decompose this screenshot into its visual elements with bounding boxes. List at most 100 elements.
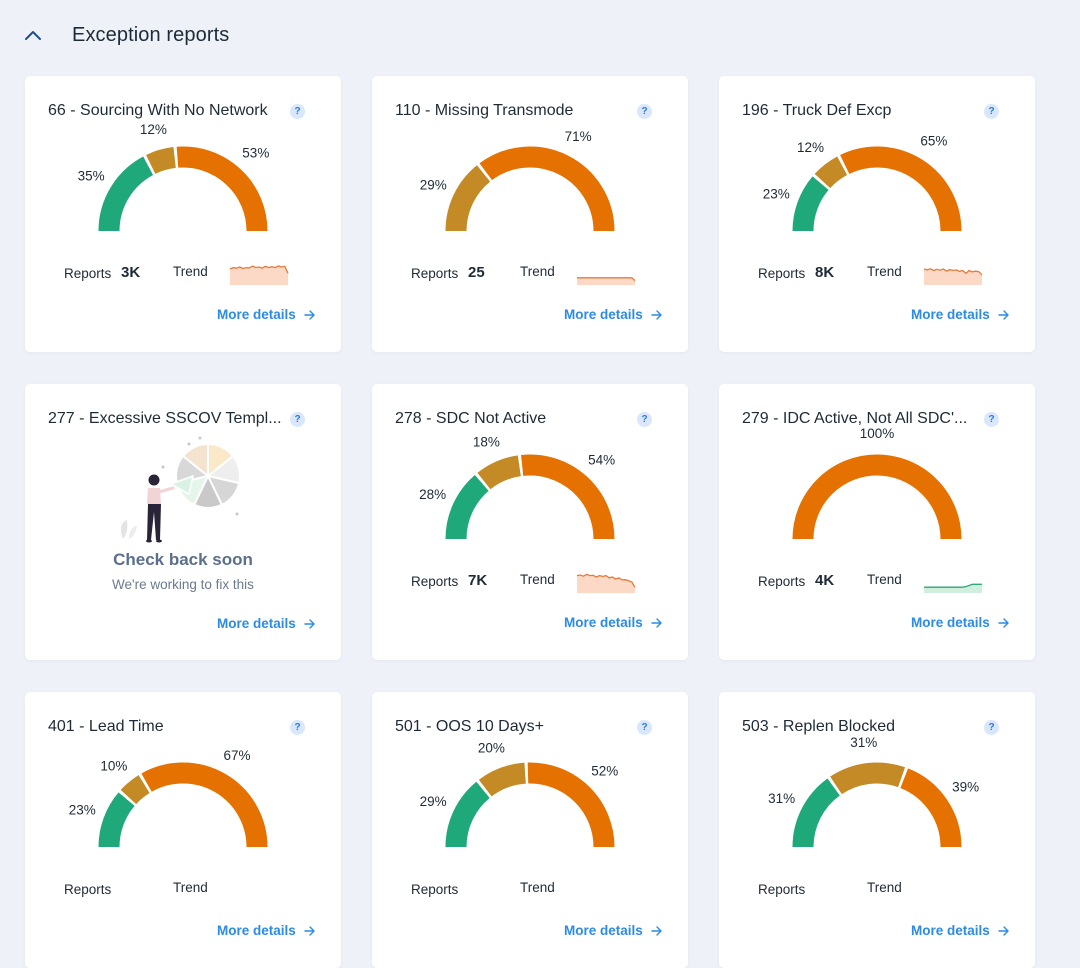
more-details-label: More details (217, 616, 296, 631)
reports-label: Reports (758, 266, 805, 281)
gauge-segment (803, 183, 821, 231)
gauge-segment (151, 157, 175, 164)
gauge-segment-label: 12% (140, 122, 167, 137)
empty-state-illustration (25, 384, 341, 544)
gauge-segment-label: 52% (591, 763, 618, 778)
exception-card: 110 - Missing Transmode? 29% 71% Reports 25 T… (372, 76, 688, 352)
more-details-link[interactable]: More details (217, 923, 316, 938)
reports-count: 4K (815, 572, 834, 589)
gauge-segment-label: 71% (565, 129, 592, 144)
reports-count: 7K (468, 572, 487, 589)
exception-card: 503 - Replen Blocked? 31% 31% 39% Reports Tre… (719, 692, 1035, 968)
gauge-segment-label: 23% (763, 187, 790, 202)
gauge-segment-label: 10% (100, 758, 127, 773)
arrow-right-icon (651, 926, 663, 936)
gauge-segment (803, 465, 951, 539)
gauge-segment-label: 53% (242, 146, 269, 161)
empty-state-title: Check back soon (25, 550, 341, 570)
gauge-chart: 100% (719, 384, 1035, 564)
trend-sparkline (229, 256, 289, 286)
more-details-label: More details (217, 923, 296, 938)
gauge-segment-label: 31% (850, 735, 877, 750)
gauge-segment (128, 784, 144, 797)
exception-card: 66 - Sourcing With No Network? 35% 12% 53% R… (25, 76, 341, 352)
gauge-chart: 29% 71% (372, 76, 688, 256)
gauge-segment-label: 20% (478, 741, 505, 756)
exception-card: 196 - Truck Def Excp? 23% 12% 65% Reports 8K T… (719, 76, 1035, 352)
arrow-right-icon (304, 926, 316, 936)
gauge-chart: 23% 10% 67% (25, 692, 341, 872)
gauge-chart: 31%31%39% (719, 692, 1035, 872)
gauge-segment-label: 35% (78, 169, 105, 184)
reports-label: Reports (411, 882, 458, 897)
section-title: Exception reports (72, 24, 229, 47)
reports-label: Reports (411, 266, 458, 281)
gauge-segment-label: 23% (69, 803, 96, 818)
chevron-up-icon[interactable] (22, 24, 44, 46)
trend-label: Trend (520, 264, 555, 279)
gauge-segment-label: 67% (224, 748, 251, 763)
gauge-segment (845, 157, 951, 231)
trend-label: Trend (867, 880, 902, 895)
gauge-segment-label: 29% (420, 794, 447, 809)
more-details-link[interactable]: More details (217, 616, 316, 631)
arrow-right-icon (651, 310, 663, 320)
trend-sparkline (576, 256, 636, 286)
more-details-label: More details (911, 923, 990, 938)
trend-label: Trend (173, 880, 208, 895)
gauge-segment (109, 166, 148, 231)
reports-label: Reports (758, 882, 805, 897)
trend-label: Trend (520, 880, 555, 895)
gauge-segment (528, 773, 604, 847)
more-details-link[interactable]: More details (911, 615, 1010, 630)
reports-count: 8K (815, 264, 834, 281)
more-details-label: More details (564, 923, 643, 938)
gauge-chart: 29% 20% 52% (372, 692, 688, 872)
gauge-segment-label: 65% (920, 134, 947, 149)
arrow-right-icon (998, 926, 1010, 936)
more-details-link[interactable]: More details (564, 923, 663, 938)
more-details-label: More details (217, 307, 296, 322)
gauge-chart: 35% 12% 53% (25, 76, 341, 256)
more-details-label: More details (564, 307, 643, 322)
arrow-right-icon (304, 310, 316, 320)
gauge-chart: 23% 12% 65% (719, 76, 1035, 256)
arrow-right-icon (651, 618, 663, 628)
gauge-segment (456, 173, 484, 231)
more-details-link[interactable]: More details (911, 307, 1010, 322)
section-header: Exception reports (22, 18, 229, 52)
gauge-segment (522, 465, 604, 539)
trend-sparkline (923, 256, 983, 286)
gauge-segment (803, 787, 834, 847)
gauge-segment (109, 799, 127, 847)
gauge-segment (486, 157, 604, 231)
exception-card: 279 - IDC Active, Not All SDC'...? 100% Re… (719, 384, 1035, 660)
arrow-right-icon (998, 310, 1010, 320)
more-details-link[interactable]: More details (911, 923, 1010, 938)
trend-label: Trend (867, 572, 902, 587)
gauge-segment-label: 12% (797, 140, 824, 155)
gauge-segment (456, 483, 482, 539)
gauge-segment (484, 466, 519, 481)
empty-state-subtitle: We're working to fix this (25, 577, 341, 592)
trend-label: Trend (867, 264, 902, 279)
exception-card: 401 - Lead Time? 23% 10% 67% Reports Trend Mor… (25, 692, 341, 968)
reports-count: 25 (468, 264, 485, 281)
more-details-link[interactable]: More details (564, 307, 663, 322)
gauge-segment (822, 166, 842, 181)
gauge-segment (485, 773, 525, 788)
gauge-segment (904, 778, 951, 847)
more-details-label: More details (911, 615, 990, 630)
more-details-link[interactable]: More details (217, 307, 316, 322)
gauge-segment (147, 773, 257, 847)
gauge-segment-label: 18% (473, 435, 500, 450)
exception-card: 277 - Excessive SSCOV Templ...? Check bac… (25, 384, 341, 660)
arrow-right-icon (998, 618, 1010, 628)
more-details-label: More details (564, 615, 643, 630)
reports-label: Reports (411, 574, 458, 589)
gauge-segment-label: 39% (952, 780, 979, 795)
more-details-link[interactable]: More details (564, 615, 663, 630)
gauge-segment-label: 29% (420, 177, 447, 192)
gauge-segment (177, 157, 257, 231)
trend-sparkline (923, 564, 983, 594)
